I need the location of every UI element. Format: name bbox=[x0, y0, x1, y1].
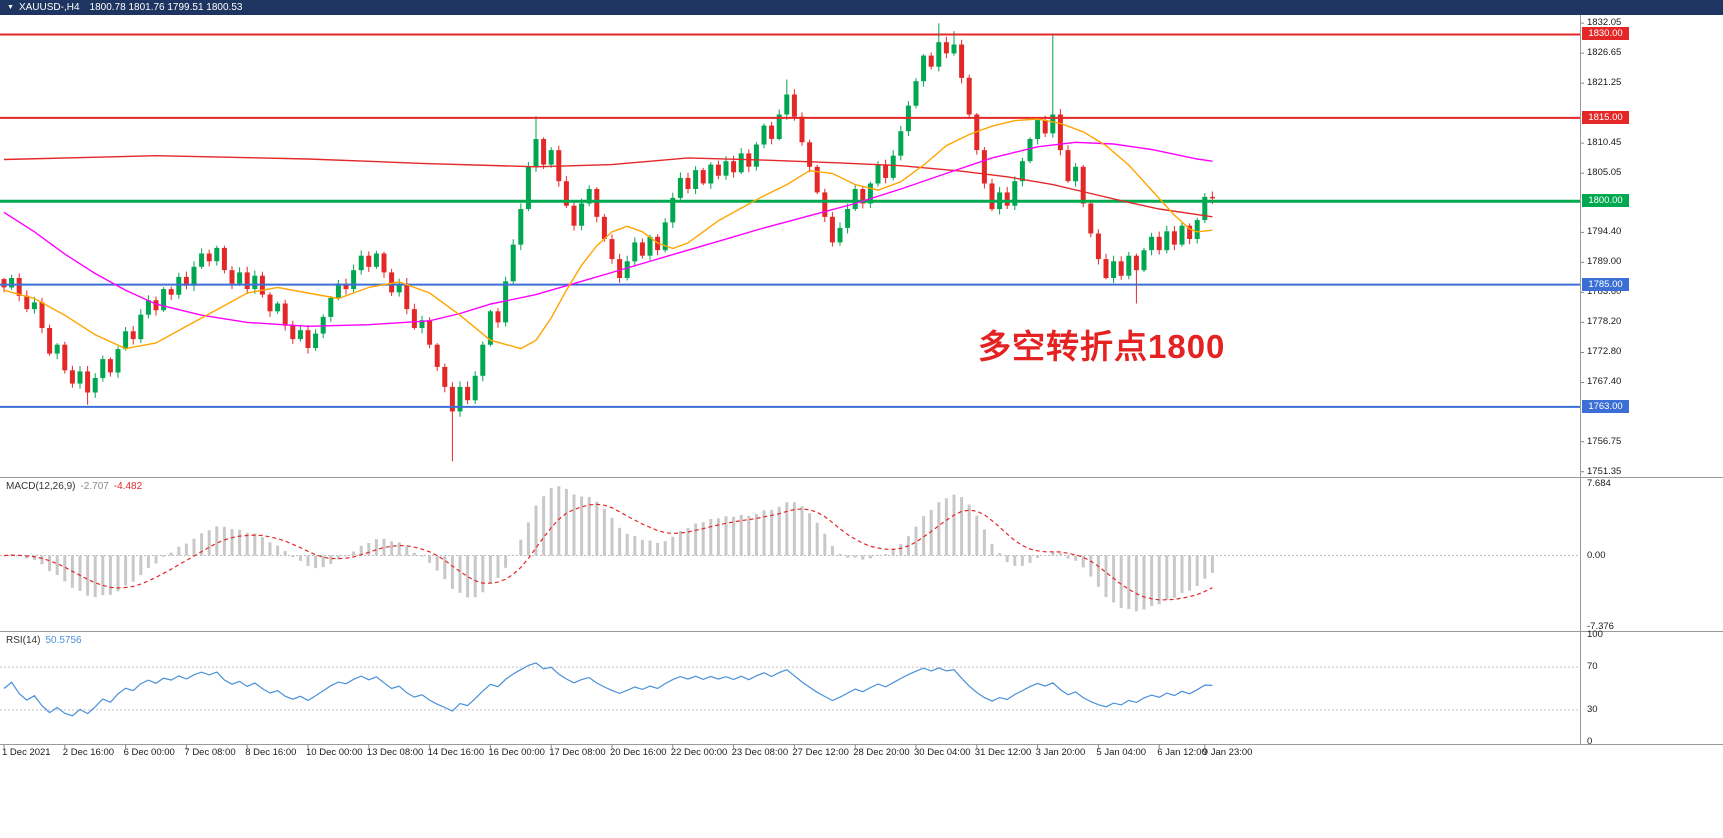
time-label: 1 Dec 2021 bbox=[2, 747, 51, 758]
price-badge-1830.00: 1830.00 bbox=[1582, 27, 1629, 41]
time-label: 10 Dec 00:00 bbox=[306, 747, 363, 758]
time-label: 6 Dec 00:00 bbox=[123, 747, 175, 758]
time-label: 7 Dec 08:00 bbox=[184, 747, 236, 758]
chinese-annotation-text: 多空转折点1800 bbox=[978, 328, 1226, 365]
time-label: 20 Dec 16:00 bbox=[610, 747, 667, 758]
price-axis-label: 1832.05 bbox=[1587, 17, 1622, 29]
macd-signal-value: -4.482 bbox=[113, 481, 143, 492]
price-axis-label: 1789.00 bbox=[1587, 256, 1622, 268]
ma-fast-orange bbox=[3, 118, 1213, 350]
price-axis-label: 1810.45 bbox=[1587, 137, 1622, 149]
price-badge-1815.00: 1815.00 bbox=[1582, 110, 1629, 124]
price-axis-label: 1778.20 bbox=[1587, 316, 1622, 328]
ma-slow-red bbox=[3, 154, 1213, 218]
price-badge-1763.00: 1763.00 bbox=[1582, 399, 1629, 413]
time-label: 17 Dec 08:00 bbox=[549, 747, 606, 758]
time-label: 14 Dec 16:00 bbox=[427, 747, 485, 758]
time-label: 31 Dec 12:00 bbox=[974, 747, 1032, 758]
price-axis-label: 1767.40 bbox=[1587, 376, 1622, 388]
rsi-axis-label: 100 bbox=[1587, 629, 1603, 640]
price-axis-label: 1751.35 bbox=[1587, 465, 1622, 477]
time-axis[interactable] bbox=[0, 745, 1580, 767]
macd-axis-min: -7.376 bbox=[1587, 621, 1614, 632]
rsi-axis-label: 70 bbox=[1587, 661, 1598, 673]
macd-value: -2.707 bbox=[80, 481, 109, 492]
symbol-timeframe-label: XAUUSD-,H4 bbox=[18, 2, 80, 13]
price-axis-label: 1805.05 bbox=[1587, 167, 1622, 179]
price-badge-1800.00: 1800.00 bbox=[1582, 194, 1629, 208]
time-label: 23 Dec 08:00 bbox=[731, 747, 789, 758]
macd-axis-zero: 0.00 bbox=[1587, 549, 1606, 561]
time-label: 8 Dec 16:00 bbox=[245, 747, 297, 758]
price-axis-label: 1821.25 bbox=[1587, 77, 1622, 89]
chart-caption-bar[interactable]: ▼ XAUUSD-,H4 1800.78 1801.76 1799.51 1800.… bbox=[0, 0, 1723, 15]
rsi-indicator-label: RSI(14) 50.5756 bbox=[6, 635, 87, 646]
time-label: 22 Dec 00:00 bbox=[670, 747, 728, 758]
time-label: 13 Dec 08:00 bbox=[366, 747, 424, 758]
rsi-line bbox=[3, 662, 1213, 717]
price-axis-label: 1756.75 bbox=[1587, 435, 1622, 447]
price-axis-label: 1826.65 bbox=[1587, 47, 1622, 59]
chart-canvas[interactable] bbox=[0, 15, 1723, 838]
rsi-name: RSI(14) bbox=[6, 635, 41, 646]
rsi-axis-label: 30 bbox=[1587, 703, 1598, 715]
time-label: 27 Dec 12:00 bbox=[792, 747, 849, 758]
time-label: 28 Dec 20:00 bbox=[853, 747, 910, 758]
macd-axis-max: 7.684 bbox=[1587, 478, 1611, 489]
time-label: 6 Jan 12:00 bbox=[1157, 747, 1207, 758]
ma-mid-magenta bbox=[3, 141, 1213, 328]
price-badge-1785.00: 1785.00 bbox=[1582, 277, 1629, 291]
time-label: 9 Jan 23:00 bbox=[1202, 747, 1253, 758]
macd-signal-line bbox=[3, 503, 1213, 601]
collapse-triangle-icon[interactable]: ▼ bbox=[7, 4, 14, 11]
time-label: 2 Dec 16:00 bbox=[62, 747, 115, 758]
candles-group bbox=[1, 23, 1215, 462]
macd-name: MACD(12,26,9) bbox=[6, 481, 76, 492]
time-label: 16 Dec 00:00 bbox=[488, 747, 545, 758]
price-axis-label: 1794.40 bbox=[1587, 226, 1622, 238]
price-axis-label: 1783.60 bbox=[1587, 286, 1622, 298]
time-label: 3 Jan 20:00 bbox=[1035, 747, 1086, 758]
time-label: 30 Dec 04:00 bbox=[914, 747, 971, 758]
rsi-value: 50.5756 bbox=[45, 635, 82, 646]
rsi-axis-label: 0 bbox=[1587, 736, 1593, 747]
ohlc-values-label: 1800.78 1801.76 1799.51 1800.53 bbox=[89, 2, 243, 13]
macd-indicator-label: MACD(12,26,9) -2.707 -4.482 bbox=[6, 481, 147, 492]
time-label: 5 Jan 04:00 bbox=[1096, 747, 1147, 758]
price-axis-label: 1772.80 bbox=[1587, 346, 1622, 358]
